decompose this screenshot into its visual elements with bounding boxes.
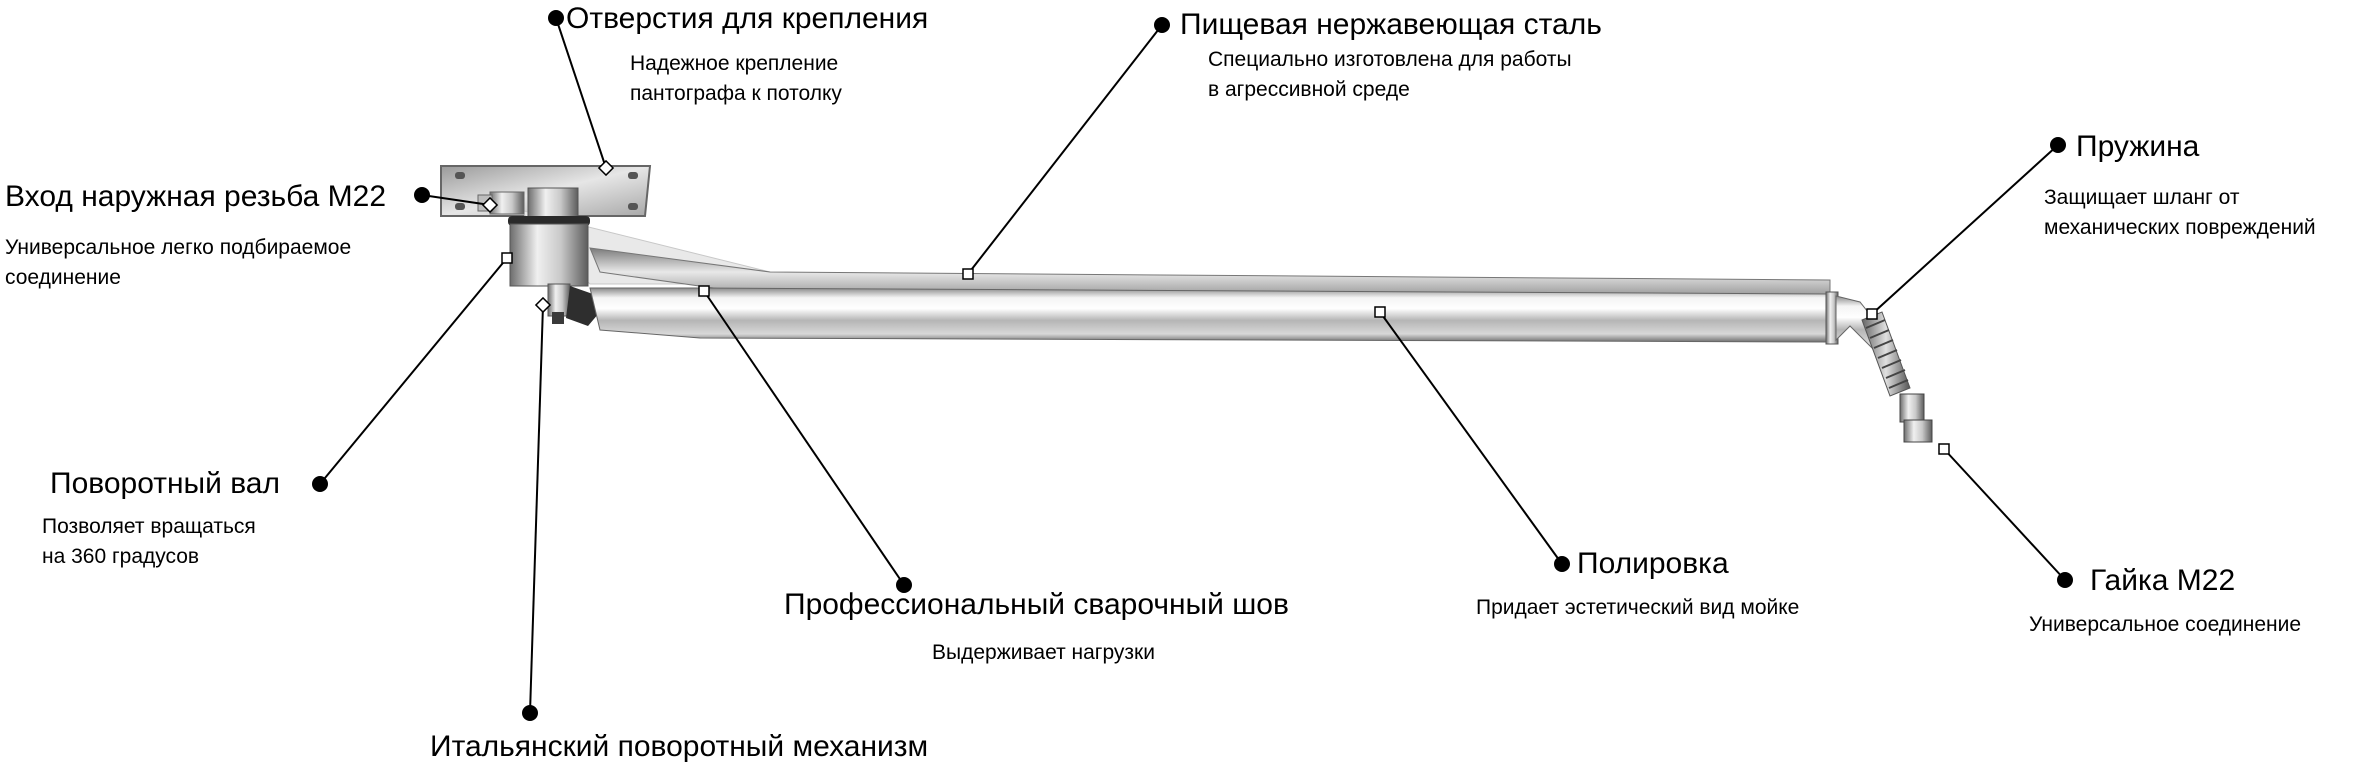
callout-title-spring: Пружина: [2076, 130, 2200, 163]
leader-line-1: [967, 24, 1163, 275]
callout-desc-nut-m22: Универсальное соединение: [2029, 613, 2302, 636]
callout-dot-8: [522, 705, 538, 721]
callout-desc-polishing: Придает эстетический вид мойке: [1476, 596, 1800, 619]
callout-title-polishing: Полировка: [1577, 547, 1729, 580]
callout-title-italian-swivel: Итальянский поворотный механизм: [430, 730, 929, 763]
callout-desc-welding-seam: Выдерживает нагрузки: [932, 641, 1155, 664]
protective-spring: [1861, 311, 1911, 397]
callout-dot-2: [414, 187, 430, 203]
callout-dot-5: [1554, 556, 1570, 572]
callout-marker-1: [962, 268, 974, 280]
callout-dot-4: [312, 476, 328, 492]
callout-marker-6: [1938, 443, 1950, 455]
callout-marker-0: [597, 159, 615, 177]
callout-dot-7: [896, 577, 912, 593]
callout-leaders: [312, 10, 2073, 721]
leader-line-2: [421, 194, 491, 206]
callout-marker-5: [1374, 306, 1386, 318]
callout-title-swivel-shaft: Поворотный вал: [50, 467, 280, 500]
callout-dot-1: [1154, 17, 1170, 33]
callout-marker-7: [698, 285, 710, 297]
nut-m22: [1899, 393, 1933, 443]
callout-dot-0: [548, 10, 564, 26]
callout-marker-2: [481, 196, 499, 214]
leader-line-5: [1379, 311, 1563, 565]
callout-marker-8: [534, 296, 552, 314]
leader-line-4: [319, 257, 508, 485]
callout-title-welding-seam: Профессиональный сварочный шов: [784, 588, 1289, 621]
main-arm-tube: [589, 287, 1831, 343]
callout-title-mounting-holes: Отверстия для крепления: [566, 2, 929, 35]
leader-line-0: [555, 17, 607, 169]
leader-line-8: [529, 304, 544, 714]
callout-dot-6: [2057, 572, 2073, 588]
callout-title-nut-m22: Гайка М22: [2090, 564, 2236, 597]
callout-desc-swivel-shaft: Позволяет вращаться на 360 градусов: [42, 515, 256, 568]
leader-line-3: [1871, 144, 2059, 315]
callout-marker-4: [501, 252, 513, 264]
leader-line-6: [1943, 448, 2066, 581]
leader-line-7: [703, 290, 905, 586]
callout-title-stainless-steel: Пищевая нержавеющая сталь: [1180, 8, 1602, 41]
callout-desc-inlet-thread: Универсальное легко подбираемое соединен…: [5, 236, 352, 289]
callout-desc-mounting-holes: Надежное крепление пантографа к потолку: [630, 52, 842, 105]
callout-marker-3: [1866, 308, 1878, 320]
callout-dot-3: [2050, 137, 2066, 153]
callout-desc-stainless-steel: Специально изготовлена для работы в агре…: [1208, 48, 1572, 101]
callout-title-inlet-thread: Вход наружная резьба М22: [5, 180, 387, 213]
callout-desc-spring: Защищает шланг от механических поврежден…: [2044, 186, 2316, 239]
swivel-hub: [508, 187, 610, 326]
